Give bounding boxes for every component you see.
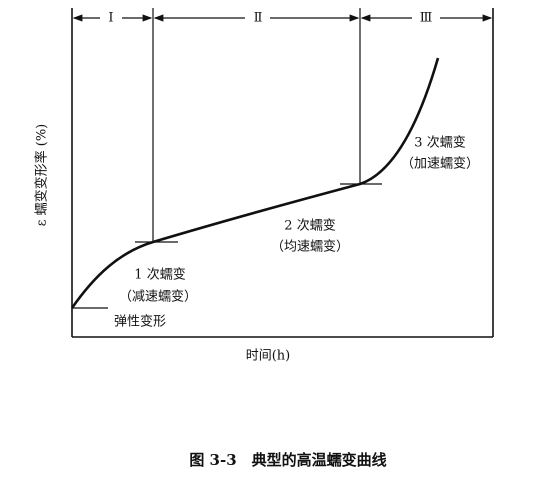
annotation: （均速蠕变）: [271, 239, 349, 255]
stage-dividers: [72, 8, 382, 309]
annotation: （加速蠕变）: [401, 156, 479, 172]
annotation: 弹性变形: [114, 314, 166, 330]
stage-label: Ⅱ: [254, 11, 263, 26]
x-axis-label: 时间(h): [246, 349, 291, 364]
stage-label: Ⅰ: [108, 11, 113, 26]
annotation: 2 次蠕变: [284, 218, 335, 234]
creep-curve: [70, 57, 440, 309]
y-axis-label: ε 蠕变变形率 (%): [34, 124, 50, 227]
annotation: 1 次蠕变: [134, 267, 185, 283]
axes-frame: [71, 8, 494, 338]
annotation: （减速蠕变）: [119, 289, 197, 305]
stage-label: Ⅲ: [420, 11, 433, 26]
caption: 图 3-3 典型的高温蠕变曲线: [189, 451, 386, 469]
annotation: 3 次蠕变: [414, 135, 465, 151]
